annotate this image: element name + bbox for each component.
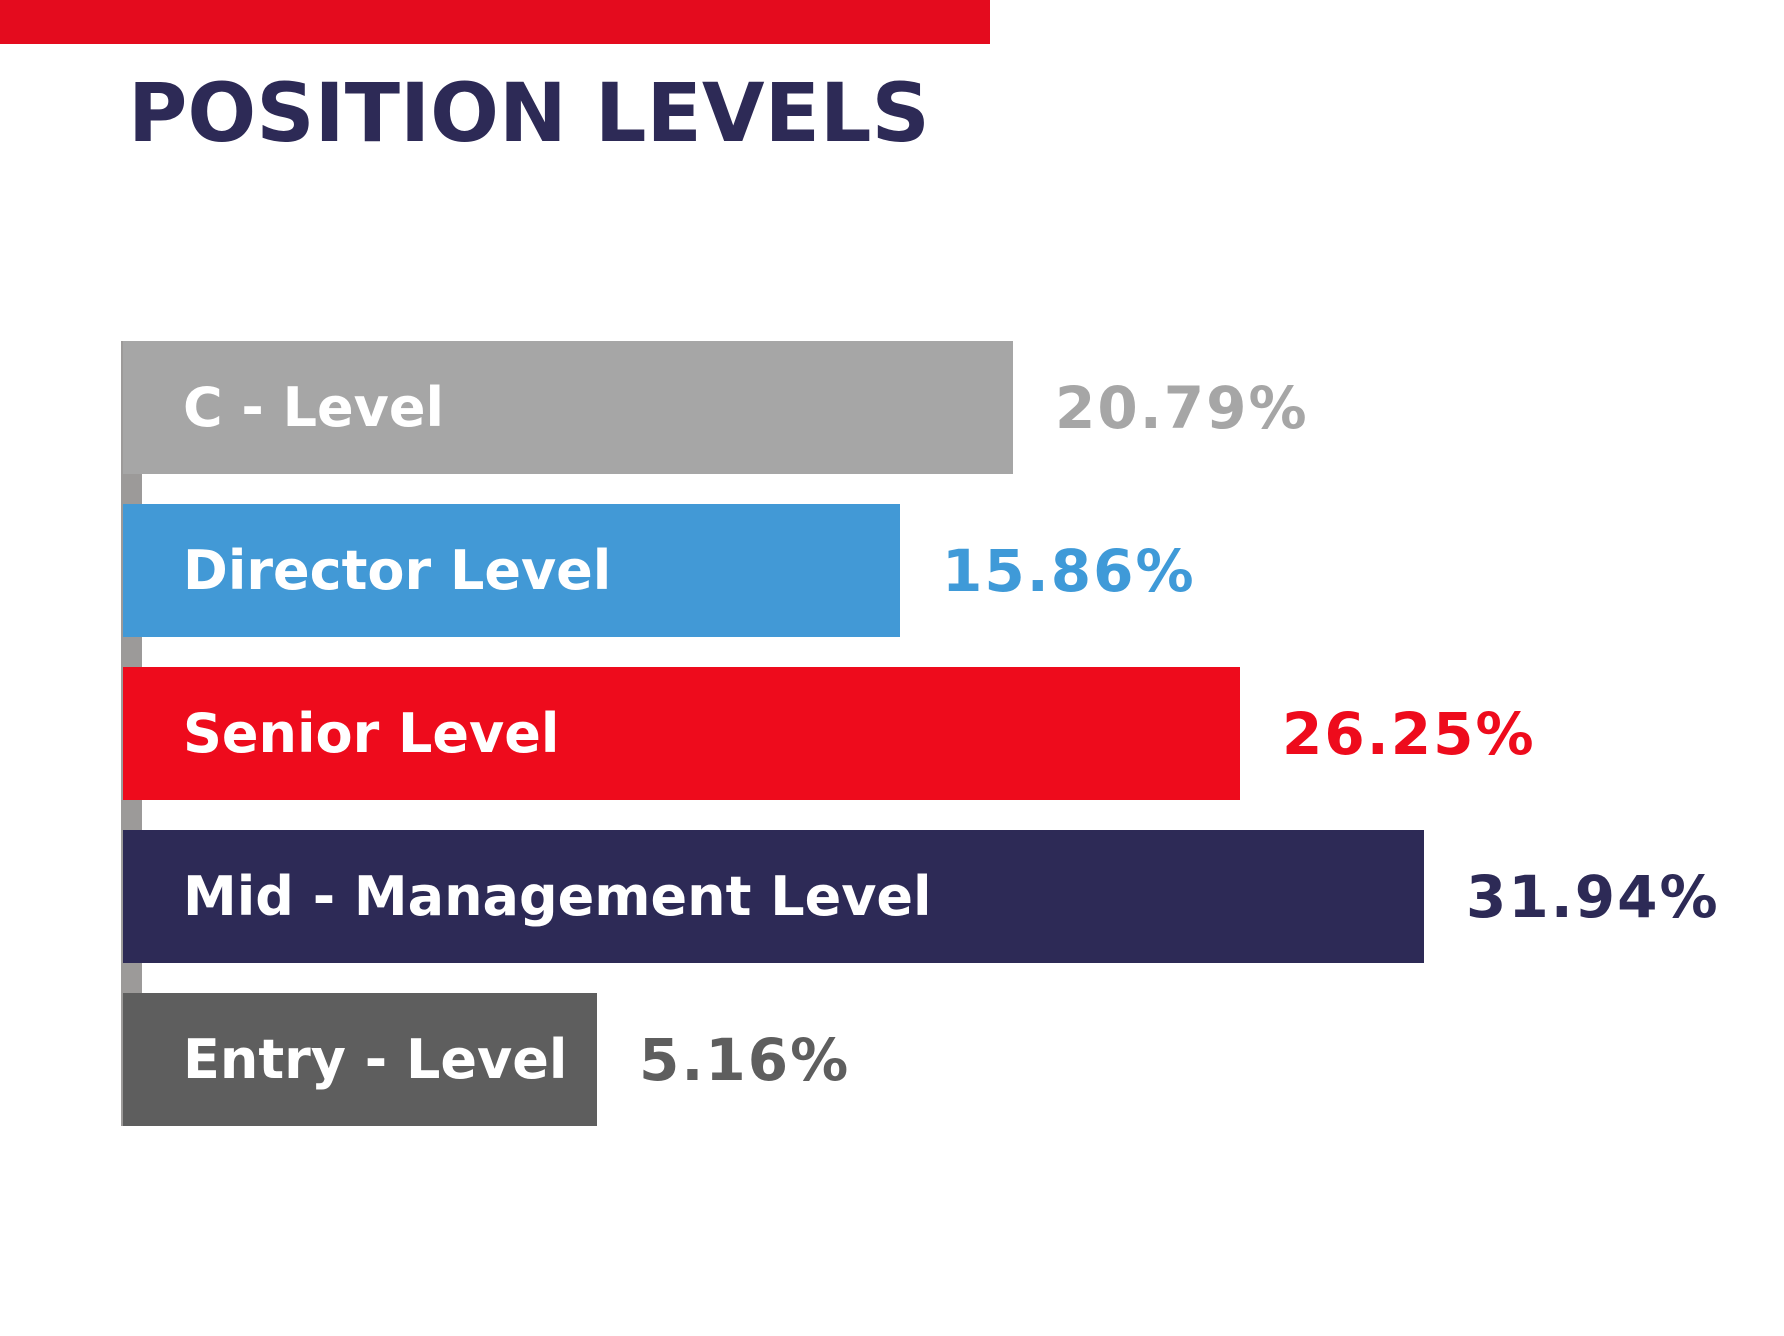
bar-row: Mid - Management Level 31.94%: [0, 830, 1784, 963]
bar-label: Entry - Level: [183, 1028, 568, 1091]
bar-label: Senior Level: [183, 702, 560, 765]
top-accent-stripe: [0, 0, 990, 44]
value-label: 26.25%: [1282, 699, 1536, 768]
bar-row: Entry - Level 5.16%: [0, 993, 1784, 1126]
bar-row: C - Level 20.79%: [0, 341, 1784, 474]
bar-label: Mid - Management Level: [183, 865, 932, 928]
bar-row: Senior Level 26.25%: [0, 667, 1784, 800]
bar: Director Level: [123, 504, 900, 637]
value-label: 15.86%: [942, 536, 1196, 605]
value-label: 20.79%: [1055, 373, 1309, 442]
chart-title: POSITION LEVELS: [128, 67, 930, 161]
value-label: 5.16%: [639, 1025, 851, 1094]
bar-label: Director Level: [183, 539, 612, 602]
bar: Entry - Level: [123, 993, 597, 1126]
bar: C - Level: [123, 341, 1013, 474]
bar-label: C - Level: [183, 376, 445, 439]
bar-row: Director Level 15.86%: [0, 504, 1784, 637]
value-label: 31.94%: [1466, 862, 1720, 931]
bar: Senior Level: [123, 667, 1240, 800]
bar: Mid - Management Level: [123, 830, 1424, 963]
